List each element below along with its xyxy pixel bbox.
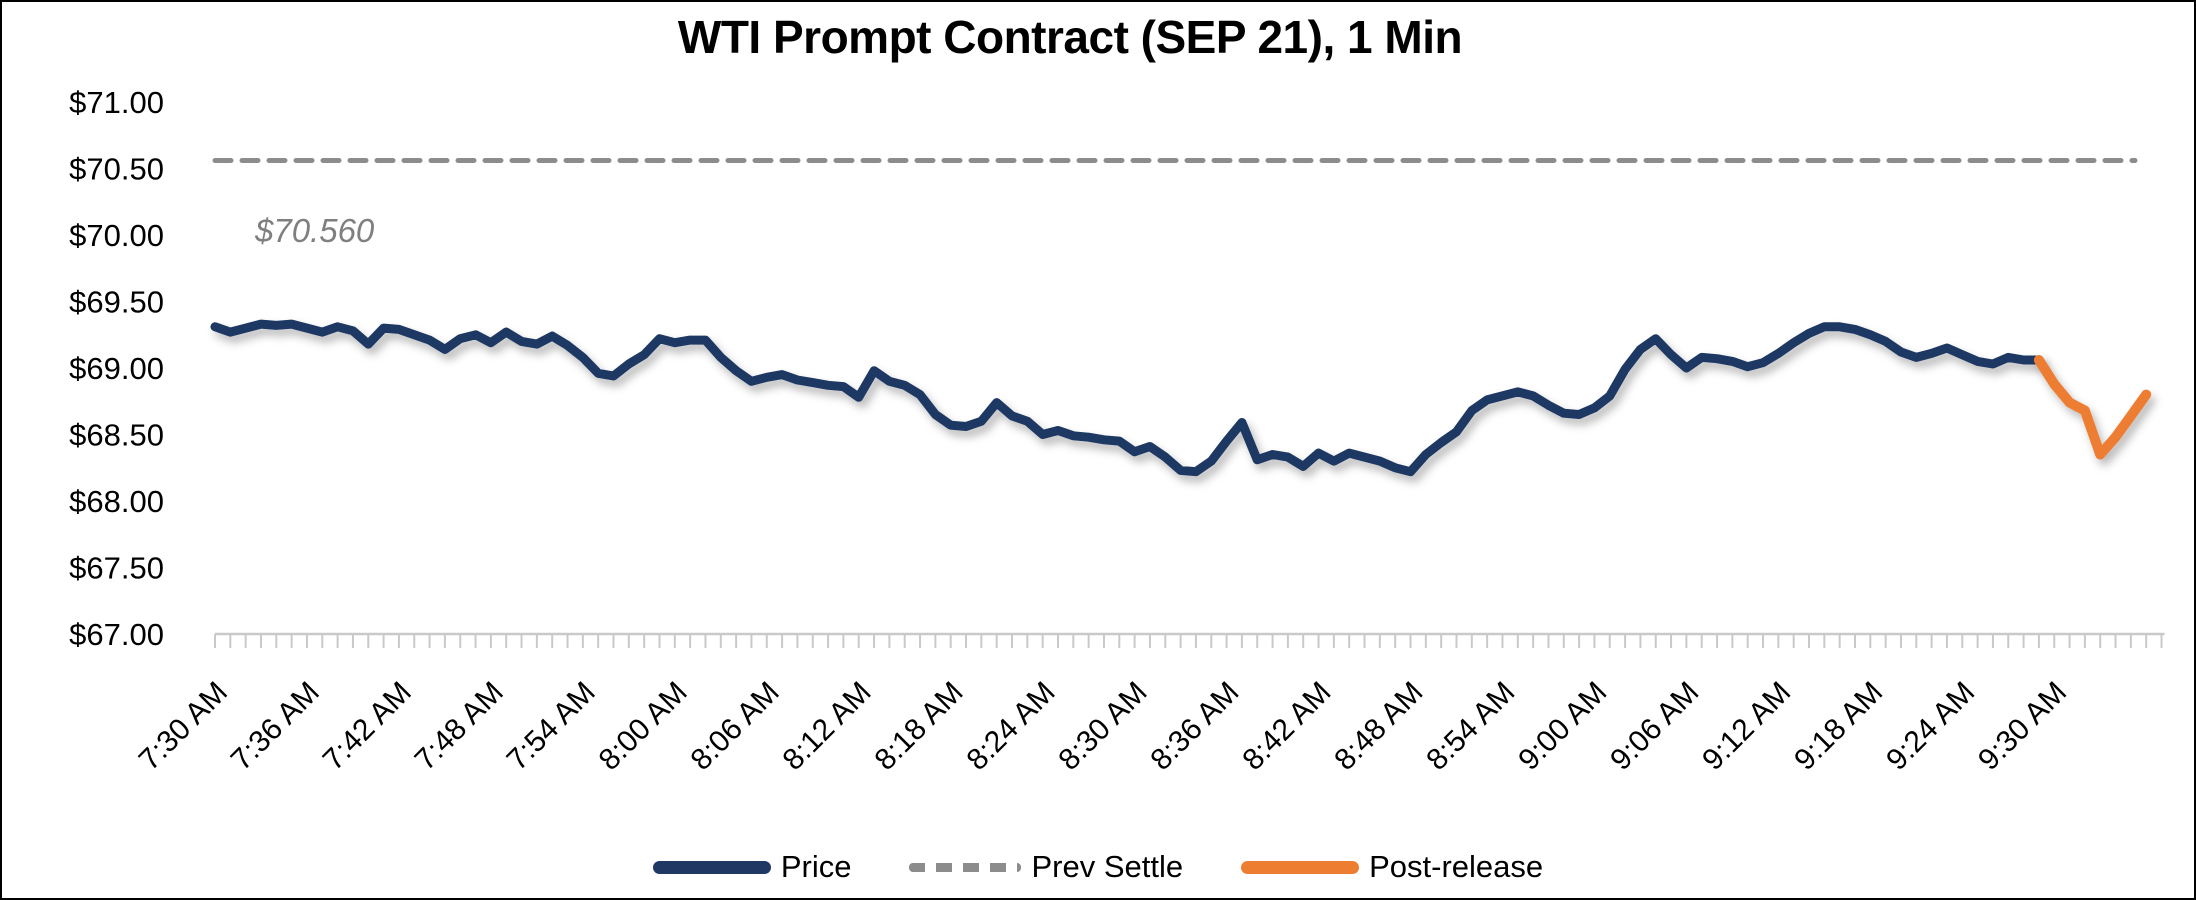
y-axis-tick-label: $68.00: [69, 484, 164, 519]
y-axis-tick-label: $68.50: [69, 418, 164, 453]
prev-settle-value-label: $70.560: [255, 212, 375, 249]
x-axis-tick-label: 8:18 AM: [868, 676, 969, 777]
y-axis-tick-label: $70.00: [69, 218, 164, 253]
prev-settle-dashed-swatch: [909, 862, 1022, 872]
x-axis-tick-label: 8:30 AM: [1052, 676, 1153, 777]
post-release-line-swatch: [1241, 860, 1360, 874]
x-axis-tick-label: 9:06 AM: [1604, 676, 1705, 777]
x-axis-tick-label: 8:00 AM: [593, 676, 694, 777]
legend-item-price: Price: [652, 849, 852, 885]
chart-title: WTI Prompt Contract (SEP 21), 1 Min: [677, 11, 1463, 63]
x-axis-tick-label: 8:06 AM: [685, 676, 786, 777]
legend-item-post-release: Post-release: [1241, 849, 1543, 885]
x-axis-tick-label: 9:30 AM: [1972, 676, 2073, 777]
legend-label-price: Price: [780, 849, 852, 884]
post-release-line: [2033, 355, 2152, 460]
x-axis-tick-label: 8:24 AM: [960, 676, 1061, 777]
x-axis-tick-label: 9:24 AM: [1880, 676, 1981, 777]
x-axis-tick-label: 8:48 AM: [1328, 676, 1429, 777]
x-axis-tick-label: 7:36 AM: [225, 676, 326, 777]
price-line: [210, 319, 2044, 477]
y-axis-tick-label: $69.50: [69, 285, 164, 320]
x-axis-tick-label: 8:36 AM: [1144, 676, 1245, 777]
y-axis-tick-label: $71.00: [69, 85, 164, 120]
chart-legend: Price Prev Settle Post-release: [2, 849, 2194, 885]
x-axis-tick-label: 9:12 AM: [1696, 676, 1797, 777]
x-axis-tick-label: 9:18 AM: [1788, 676, 1889, 777]
legend-item-prev-settle: Prev Settle: [909, 849, 1183, 885]
x-axis-tick-label: 9:00 AM: [1512, 676, 1613, 777]
x-axis-tick-label: 7:48 AM: [409, 676, 510, 777]
x-axis-tick-label: 8:12 AM: [777, 676, 878, 777]
y-axis-tick-label: $70.50: [69, 152, 164, 187]
x-axis-tick-label: 8:42 AM: [1236, 676, 1337, 777]
x-axis-tick-label: 7:30 AM: [133, 676, 234, 777]
x-axis-tick-label: 7:54 AM: [501, 676, 602, 777]
x-axis-tick-label: 7:42 AM: [317, 676, 418, 777]
legend-label-prev-settle: Prev Settle: [1031, 849, 1184, 884]
y-axis-tick-label: $69.00: [69, 351, 164, 386]
price-line-swatch: [652, 860, 771, 874]
x-axis-tick-label: 8:54 AM: [1420, 676, 1521, 777]
legend-label-post-release: Post-release: [1369, 849, 1544, 884]
y-axis-tick-label: $67.00: [69, 617, 164, 652]
y-axis-tick-label: $67.50: [69, 551, 164, 586]
